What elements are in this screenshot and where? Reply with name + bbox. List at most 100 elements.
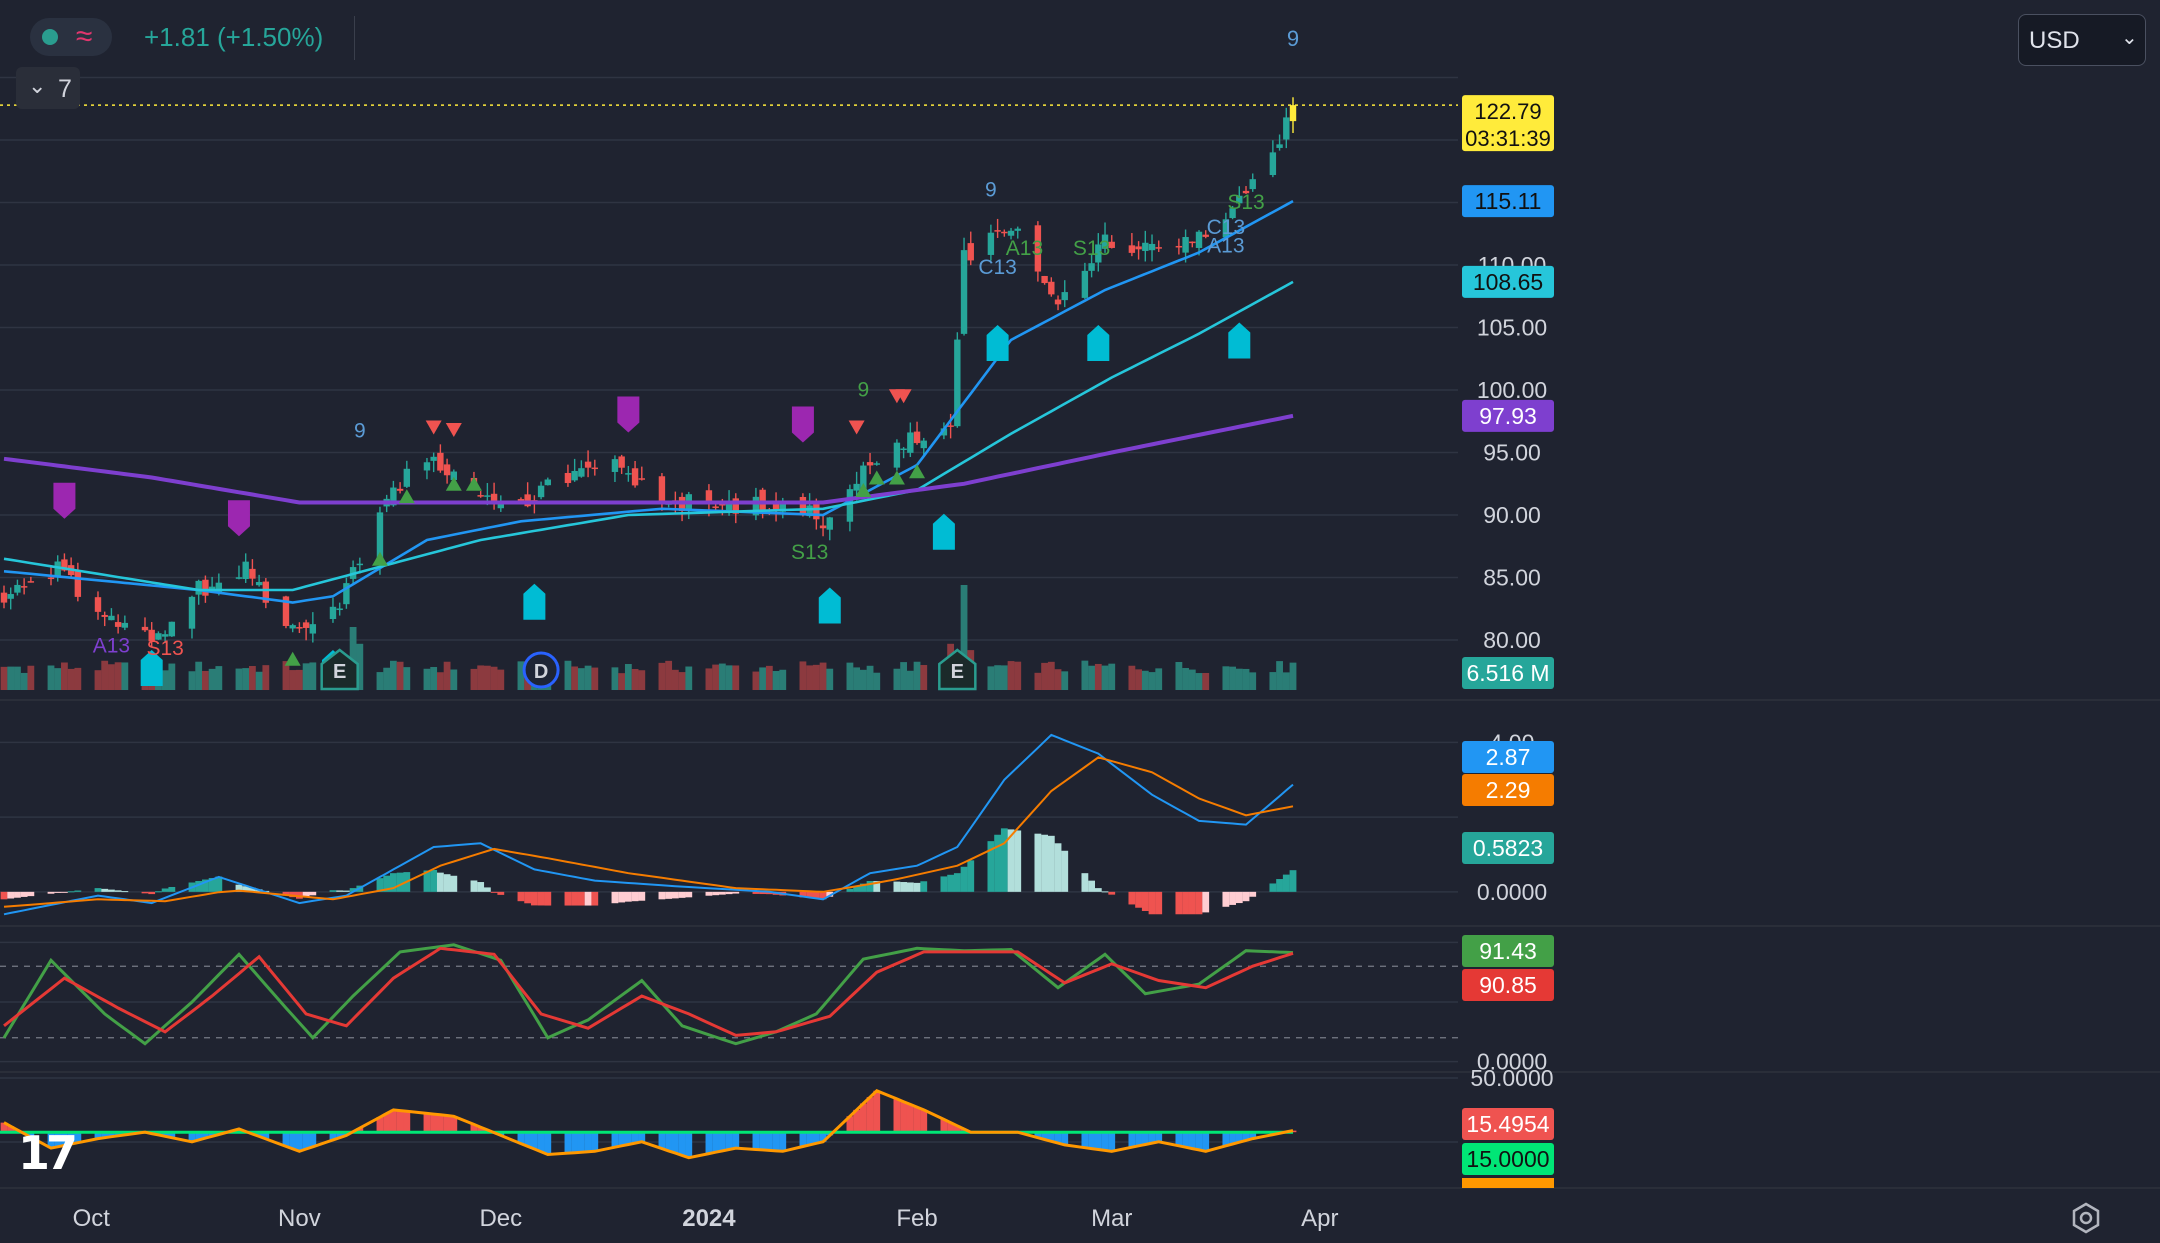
adx-histogram-bar [705,1132,713,1154]
volume-bar [873,672,881,690]
candle-body [517,499,525,502]
candle-body [1054,299,1062,305]
candle-body [578,468,585,477]
stoch-tick-label: 0.0000 [1477,1049,1547,1075]
macd-badge [1462,832,1554,864]
time-tick-label: Apr [1301,1205,1338,1232]
volume-bar [430,667,438,690]
volume-bar [846,662,854,690]
candle-body [584,461,592,468]
macd-histogram-bar [584,891,592,906]
earnings-marker [938,648,977,691]
settings-button[interactable] [2066,1198,2106,1238]
adx-histogram-bar [846,1116,854,1133]
ma-line-mid [3,280,1294,592]
candle-body [7,594,14,599]
adx-histogram-bar [1128,1132,1136,1148]
macd-histogram-bar [913,882,921,892]
price-badge [1462,95,1554,152]
candle-body [356,563,364,566]
price-axis[interactable]: 80.0085.0090.0095.00100.00105.00110.004.… [1462,95,1554,1188]
macd-histogram-bar [309,891,317,896]
currency-value: USD [2029,27,2080,54]
price-tick-label: 90.00 [1483,502,1541,528]
candle-body [732,498,739,514]
volume-bar [624,664,632,690]
macd-histogram-bar [752,891,760,894]
volume-bar [920,665,928,690]
macd-histogram-bar [732,891,740,894]
volume-bar [403,667,411,690]
macd-histogram-bar [524,891,532,904]
volume-bar [108,664,115,690]
earnings-marker [320,648,359,691]
candle-body [907,432,914,453]
adx-histogram-bar [1182,1132,1189,1148]
candle-body [329,606,337,620]
price-badge-text: 97.93 [1479,403,1537,429]
candle-body [484,495,491,497]
volume-bar [712,664,720,690]
candle-body [631,468,639,486]
candle-body [343,583,350,605]
volume-bar [812,664,820,690]
macd-histogram-bar [631,891,639,902]
volume-bar [121,662,129,690]
macd-histogram-bar [389,873,397,892]
volume-bar [994,665,1002,690]
volume-bar [490,666,498,690]
macd-histogram-bar [161,888,169,892]
buy-triangle [855,483,872,497]
candle-body [826,517,833,530]
candle-body [571,470,578,481]
macd-histogram-bar [20,891,28,897]
currency-select[interactable]: USD ⌄ [2018,14,2146,66]
candle-body [658,476,666,502]
time-axis[interactable]: Oct Nov Dec 2024 Feb Mar Apr [73,1205,1339,1232]
candle-body [1222,219,1230,238]
adx-histogram-bar [631,1132,639,1144]
candle-body [497,503,505,509]
volume-bar [54,668,62,690]
candle-body [611,459,619,472]
status-pill[interactable]: ≈ [30,18,112,56]
macd-histogram-bar [678,891,686,898]
volume-bar [295,669,303,690]
adx-histogram-bar [1041,1132,1049,1140]
volume-bar [7,666,15,690]
macd-histogram-bar [1141,891,1149,911]
adx-histogram-bar [618,1132,626,1146]
volume-bar [47,665,55,690]
macd-histogram-bar [430,869,438,892]
candle-body [1108,241,1115,248]
adx-histogram-bar [54,1132,62,1147]
volume-bar [114,662,122,690]
adx-histogram-bar [383,1113,391,1133]
volume-bar [584,665,592,690]
adx-histogram-bar [1202,1132,1210,1152]
macd-histogram-bar [1195,891,1203,915]
adx-histogram-bar [765,1132,773,1151]
macd-histogram-bar [436,872,444,892]
adx-histogram-bar [517,1132,525,1144]
volume-bar [685,666,693,690]
candle-body [296,627,303,629]
volume-bar [678,672,686,690]
adx-histogram-bar [389,1109,397,1133]
volume-bar [1289,662,1297,690]
candle-body [430,456,437,461]
adx-histogram-bar [544,1132,552,1155]
stoch-badge-text: 91.43 [1479,938,1537,964]
adx-histogram-bar [161,1132,169,1137]
macd-histogram-bar [960,866,968,892]
adx-histogram-bar [235,1129,243,1133]
volume-bar [759,667,767,690]
candle-body [202,579,209,596]
time-tick-label: 2024 [682,1205,736,1232]
volume-bar [1249,672,1257,690]
candle-body [524,494,531,507]
macd-histogram-bar [336,890,344,892]
indicators-collapse-button[interactable]: ⌄ 7 [16,67,80,109]
adx-histogram-bar [866,1097,874,1133]
